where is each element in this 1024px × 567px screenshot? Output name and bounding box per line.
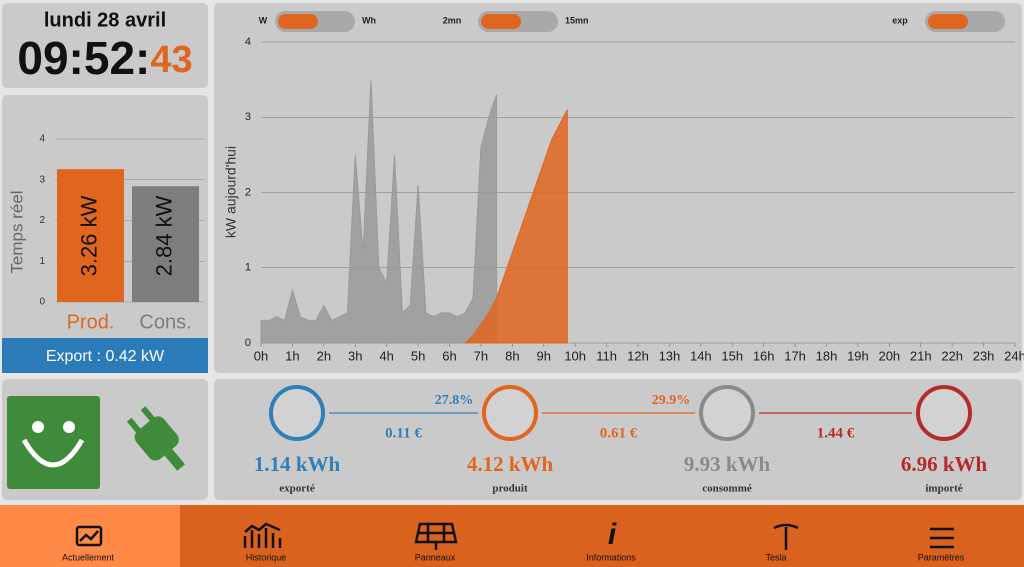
toggle-left-label: exp	[892, 15, 908, 25]
bar	[132, 186, 199, 302]
x-tick-label: 12h	[627, 348, 649, 363]
y-tick-label: 1	[245, 262, 251, 274]
x-tick-label: 11h	[596, 348, 617, 363]
toggle-right-label: Wh	[362, 15, 376, 25]
flow-cost: 1.44 €	[817, 425, 855, 441]
y-tick-label: 3	[39, 174, 45, 185]
flow-node	[269, 385, 325, 441]
x-tick-label: 8h	[505, 348, 519, 363]
flow-node	[699, 385, 755, 441]
smiley-mouth	[21, 438, 85, 468]
flow-label: consommé	[702, 483, 752, 495]
y-tick-label: 3	[245, 111, 251, 123]
x-tick-label: 1h	[285, 348, 299, 363]
x-tick-label: 13h	[659, 348, 681, 363]
nav-label[interactable]: Tesla	[765, 552, 786, 562]
x-tick-label: 23h	[973, 348, 995, 363]
x-tick-label: 5h	[411, 348, 425, 363]
y-axis-label: Temps réel	[7, 190, 26, 273]
x-tick-label: 2h	[317, 348, 331, 363]
flow-node	[916, 385, 972, 441]
flow-label: exporté	[279, 483, 315, 495]
time: 09:52:43	[17, 32, 192, 84]
clock-panel	[2, 3, 208, 88]
x-tick-label: 21h	[910, 348, 932, 363]
nav-label[interactable]: Paramètres	[918, 552, 965, 562]
flow-cost: 0.61 €	[600, 425, 638, 441]
flow-value: 9.93 kWh	[684, 452, 771, 476]
y-tick-label: 4	[39, 134, 45, 145]
smiley-box	[7, 396, 100, 489]
chart-panel	[214, 3, 1022, 373]
area	[260, 79, 498, 344]
x-tick-label: 19h	[847, 348, 869, 363]
x-tick-label: 9h	[537, 348, 551, 363]
x-tick-label: 3h	[348, 348, 362, 363]
x-tick-label: 16h	[753, 348, 775, 363]
x-tick-label: 24h	[1004, 348, 1024, 363]
y-tick-label: 2	[245, 186, 251, 198]
area	[463, 109, 568, 344]
export-bar	[2, 338, 208, 373]
x-tick-label: 7h	[474, 348, 488, 363]
bar	[57, 169, 124, 302]
x-tick-label: 22h	[941, 348, 963, 363]
x-tick-label: 6h	[442, 348, 456, 363]
time-seconds: 43	[150, 39, 192, 81]
flow-percent: 29.9%	[652, 393, 691, 408]
bar-value-label: 3.26 kW	[76, 195, 101, 276]
x-tick-label: 17h	[784, 348, 806, 363]
x-tick-label: Prod.	[67, 311, 115, 333]
nav-label[interactable]: Informations	[586, 552, 636, 562]
flow-value: 6.96 kWh	[901, 452, 988, 476]
plug-icon	[126, 406, 185, 471]
bar-value-label: 2.84 kW	[151, 195, 176, 276]
flow-value: 1.14 kWh	[254, 452, 341, 476]
x-tick-label: 4h	[379, 348, 393, 363]
toggle-left-label: 2mn	[443, 15, 462, 25]
toggle-knob[interactable]	[928, 14, 968, 29]
nav-label[interactable]: Historique	[246, 552, 287, 562]
toggle-knob[interactable]	[481, 14, 521, 29]
flow-label: produit	[492, 483, 528, 495]
y-tick-label: 0	[39, 297, 45, 308]
export-label: Export : 0.42 kW	[46, 348, 165, 365]
toggle-right-label: 15mn	[565, 15, 589, 25]
toggle-left-label: W	[259, 15, 268, 25]
flow-value: 4.12 kWh	[467, 452, 554, 476]
y-tick-label: 1	[39, 256, 45, 267]
nav-label[interactable]: Actuellement	[62, 552, 115, 562]
x-tick-label: 14h	[690, 348, 712, 363]
nav-icons	[75, 522, 954, 550]
flow-label: importé	[925, 483, 962, 495]
x-tick-label: 20h	[878, 348, 900, 363]
toggle-knob[interactable]	[278, 14, 318, 29]
y-tick-label: 2	[39, 215, 45, 226]
nav-active	[0, 505, 180, 567]
y-tick-label: 4	[245, 36, 251, 48]
flow-cost: 0.11 €	[385, 425, 422, 441]
x-tick-label: 18h	[816, 348, 838, 363]
y-tick-label: 0	[245, 337, 251, 349]
x-tick-label: 15h	[721, 348, 743, 363]
info-icon: i	[608, 518, 617, 551]
flow-percent: 27.8%	[435, 393, 474, 408]
date: lundi 28 avril	[44, 9, 166, 31]
flow-node	[482, 385, 538, 441]
x-tick-label: 10h	[564, 348, 586, 363]
x-tick-label: 0h	[254, 348, 268, 363]
smiley-eye	[63, 421, 75, 433]
x-tick-label: Cons.	[139, 311, 191, 333]
flows-panel	[214, 379, 1022, 500]
smiley-eye	[32, 421, 44, 433]
time-hm: 09:52:	[17, 32, 150, 84]
y-axis-label: kW aujourd'hui	[223, 146, 239, 238]
nav-label[interactable]: Panneaux	[415, 552, 456, 562]
